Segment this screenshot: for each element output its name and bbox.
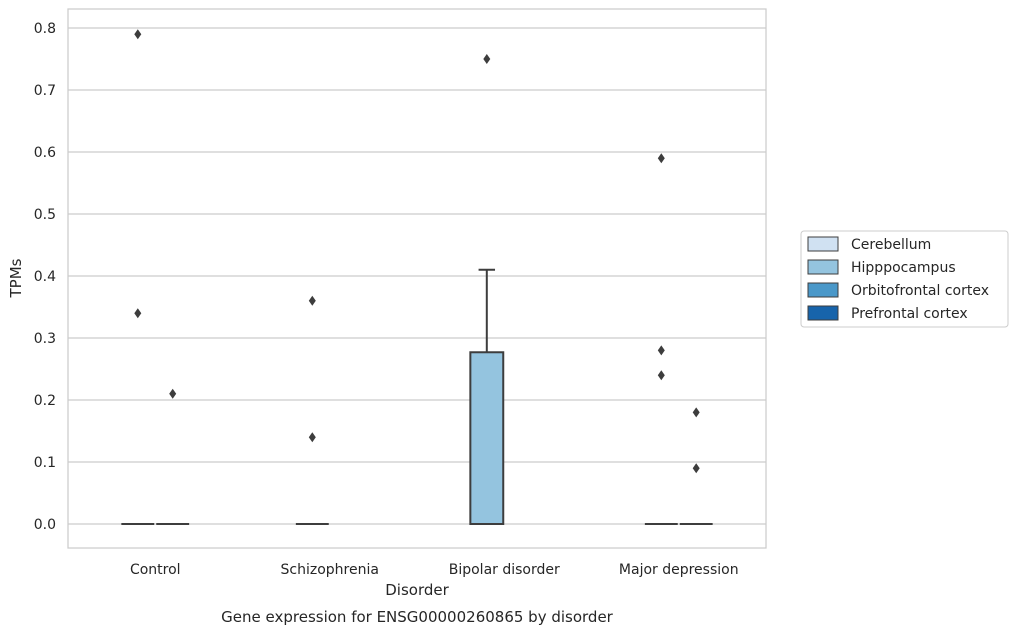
- outlier-point: [134, 29, 142, 40]
- box: [295, 295, 329, 525]
- outlier-point: [657, 153, 665, 164]
- outlier-point: [657, 345, 665, 356]
- y-axis-ticks: 0.0 0.1 0.2 0.3 0.4 0.5 0.6 0.7 0.8: [34, 21, 56, 533]
- x-tick-label: Bipolar disorder: [449, 562, 560, 578]
- box: [121, 29, 155, 525]
- box: [679, 407, 713, 525]
- legend-frame: [800, 230, 1009, 328]
- legend-items: Cerebellum Hipppocampus Orbitofrontal cort…: [807, 236, 989, 322]
- box: [644, 153, 678, 525]
- legend-label: Hipppocampus: [851, 260, 956, 276]
- box: [156, 388, 190, 525]
- x-tick-label: Schizophrenia: [281, 562, 379, 578]
- plot-frame: [67, 8, 767, 549]
- y-axis-label: TPMs: [7, 258, 25, 298]
- legend-item: Orbitofrontal cortex: [807, 282, 989, 299]
- y-tick-label: 0.4: [34, 269, 56, 285]
- box: [469, 54, 505, 526]
- outlier-point: [308, 295, 316, 306]
- x-tick-label: Major depression: [619, 562, 739, 578]
- y-tick-label: 0.5: [34, 207, 56, 223]
- y-tick-label: 0.6: [34, 145, 56, 161]
- legend: Cerebellum Hipppocampus Orbitofrontal cort…: [800, 230, 1009, 328]
- x-axis-label: Disorder: [385, 581, 449, 599]
- outlier-point: [692, 463, 700, 474]
- outlier-point: [483, 54, 491, 64]
- grid-lines: [68, 27, 766, 525]
- outlier-point: [308, 432, 316, 443]
- chart-title: Gene expression for ENSG00000260865 by d…: [221, 608, 614, 626]
- legend-swatch: [807, 282, 839, 298]
- legend-item: Hipppocampus: [807, 259, 956, 276]
- y-tick-label: 0.0: [34, 517, 56, 533]
- legend-swatch: [807, 259, 839, 275]
- box-body: [469, 351, 505, 526]
- legend-label: Cerebellum: [851, 237, 931, 253]
- legend-item: Cerebellum: [807, 236, 931, 253]
- outlier-point: [657, 370, 665, 381]
- legend-item: Prefrontal cortex: [807, 305, 968, 322]
- y-tick-label: 0.3: [34, 331, 56, 347]
- y-tick-label: 0.7: [34, 83, 56, 99]
- y-tick-label: 0.2: [34, 393, 56, 409]
- x-tick-label: Control: [130, 562, 181, 578]
- legend-swatch: [807, 236, 839, 252]
- box-group: [121, 29, 713, 526]
- legend-label: Orbitofrontal cortex: [851, 283, 989, 299]
- legend-label: Prefrontal cortex: [851, 306, 968, 322]
- legend-swatch: [807, 305, 839, 321]
- outlier-point: [692, 407, 700, 418]
- outlier-point: [134, 308, 142, 319]
- outlier-point: [169, 388, 177, 399]
- y-tick-label: 0.1: [34, 455, 56, 471]
- x-axis-ticks: Control Schizophrenia Bipolar disorder Majo…: [130, 562, 739, 578]
- y-tick-label: 0.8: [34, 21, 56, 37]
